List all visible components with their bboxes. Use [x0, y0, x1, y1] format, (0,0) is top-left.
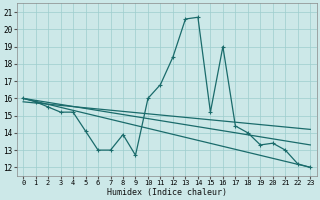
- X-axis label: Humidex (Indice chaleur): Humidex (Indice chaleur): [107, 188, 227, 197]
